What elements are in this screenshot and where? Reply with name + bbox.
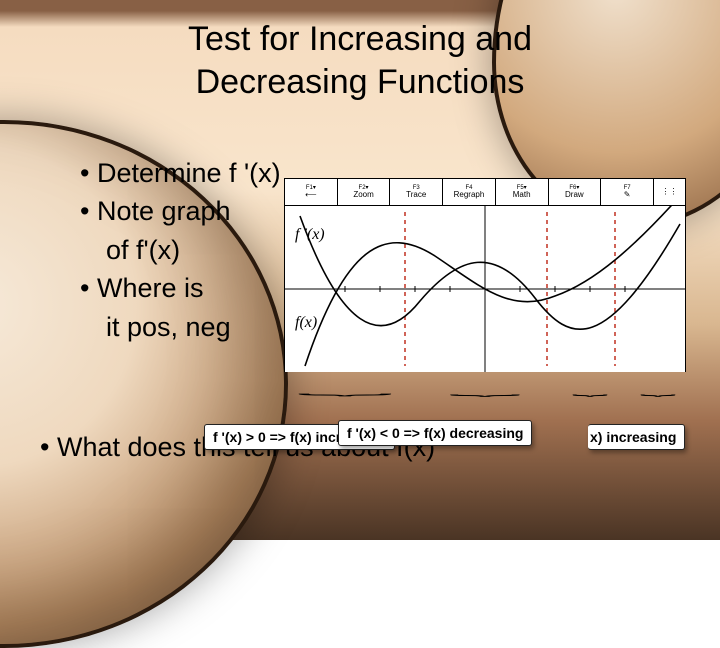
- callout-increasing-2: x) increasing: [588, 424, 685, 450]
- calculator-panel: F1▾⟵ F2▾Zoom F3Trace F4Regraph F5▾Math F…: [284, 178, 686, 372]
- bullet-3-sub: it pos, neg: [80, 309, 281, 345]
- tbtn-f3[interactable]: F3Trace: [390, 179, 443, 205]
- bullet-2-sub: of f'(x): [80, 232, 281, 268]
- brace-3: ⏟: [572, 383, 608, 397]
- tbtn-f2[interactable]: F2▾Zoom: [338, 179, 391, 205]
- calc-toolbar: F1▾⟵ F2▾Zoom F3Trace F4Regraph F5▾Math F…: [285, 179, 685, 206]
- bullet-1: Determine f '(x): [80, 155, 281, 191]
- tbtn-f6[interactable]: F6▾Draw: [549, 179, 602, 205]
- callout-decreasing: f '(x) < 0 => f(x) decreasing: [338, 420, 532, 446]
- calc-plot: f '(x) f(x): [285, 206, 685, 372]
- bullet-3: Where is: [80, 270, 281, 306]
- brace-4: ⏟: [640, 383, 676, 397]
- label-fprime: f '(x): [295, 226, 325, 244]
- brace-2: ⏟: [449, 383, 521, 397]
- tbtn-f4[interactable]: F4Regraph: [443, 179, 496, 205]
- callouts: f '(x) > 0 => f(x) increasing f '(x) < 0…: [186, 424, 720, 464]
- title-line-1: Test for Increasing and: [188, 20, 532, 58]
- slide: Test for Increasing and Decreasing Funct…: [0, 0, 720, 540]
- title-line-2: Decreasing Functions: [196, 63, 525, 101]
- brace-1: ⏟: [297, 383, 393, 397]
- bullet-2: Note graph: [80, 193, 281, 229]
- tbtn-f7[interactable]: F7✎: [601, 179, 654, 205]
- plot-svg: [285, 206, 685, 372]
- label-f: f(x): [295, 314, 317, 332]
- tbtn-f1[interactable]: F1▾⟵: [285, 179, 338, 205]
- tbtn-f5[interactable]: F5▾Math: [496, 179, 549, 205]
- bullet-list: Determine f '(x) Note graph of f'(x) Whe…: [40, 155, 281, 347]
- slide-title: Test for Increasing and Decreasing Funct…: [0, 18, 720, 103]
- tbtn-more[interactable]: ⋮⋮: [654, 179, 685, 205]
- braces-row: ⏟ ⏟ ⏟ ⏟: [284, 378, 684, 408]
